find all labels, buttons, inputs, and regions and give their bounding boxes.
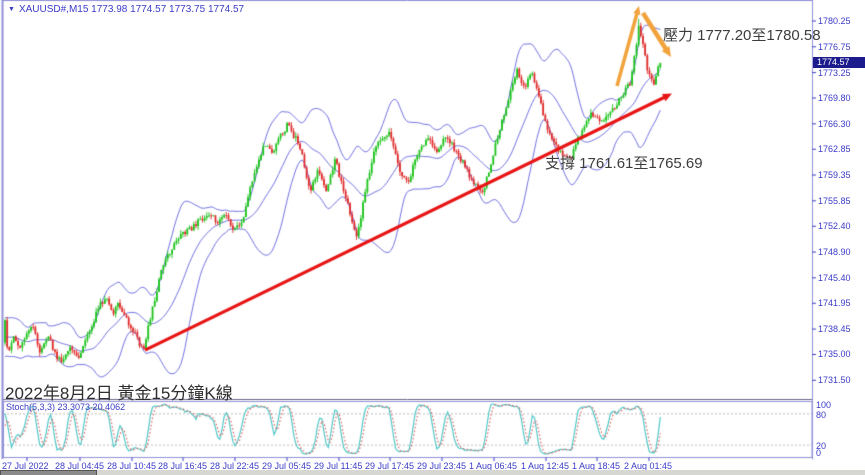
price-tick-label: 1769.80 xyxy=(818,93,851,104)
time-tick-label: 28 Jul 22:45 xyxy=(210,461,260,471)
price-tick-label: 1766.30 xyxy=(818,118,851,129)
stoch-scale-label: 100 xyxy=(816,399,832,410)
price-tick-label: 1748.90 xyxy=(818,247,851,258)
price-tick-label: 1762.85 xyxy=(818,144,851,155)
time-tick-label: 1 Aug 06:45 xyxy=(469,461,518,471)
time-tick-label: 29 Jul 23:45 xyxy=(417,461,467,471)
symbol-ohlc-text: XAUUSD#,M15 1773.98 1774.57 1773.75 1774… xyxy=(18,4,245,15)
price-tick-label: 1735.00 xyxy=(818,349,851,360)
support-annotation: 支撐 1761.61至1765.69 xyxy=(545,155,703,172)
time-tick-label: 28 Jul 04:45 xyxy=(55,461,105,471)
chart-title: 2022年8月2日 黃金15分鐘K線 xyxy=(5,384,233,403)
time-tick-label: 29 Jul 05:45 xyxy=(262,461,312,471)
current-price-tag: 1774.57 xyxy=(813,56,865,68)
time-tick-label: 28 Jul 16:45 xyxy=(158,461,208,471)
price-tick-label: 1776.75 xyxy=(818,41,851,52)
stochastic-readout: Stoch(5,3,3) 23.3073 20.4062 xyxy=(6,402,126,412)
time-tick-label: 27 Jul 2022 xyxy=(2,461,49,471)
chevron-down-icon[interactable]: ▼ xyxy=(8,6,15,13)
symbol-ohlc-readout: ▼ XAUUSD#,M15 1773.98 1774.57 1773.75 177… xyxy=(8,4,244,15)
price-tick-label: 1745.40 xyxy=(818,272,851,283)
time-tick-label: 28 Jul 10:45 xyxy=(107,461,157,471)
stoch-scale-label: 0 xyxy=(816,448,822,458)
time-tick-label: 1 Aug 12:45 xyxy=(521,461,570,471)
price-tick-label: 1752.40 xyxy=(818,221,851,232)
price-tick-label: 1780.25 xyxy=(818,16,851,26)
time-tick-label: 29 Jul 17:45 xyxy=(365,461,415,471)
time-tick-label: 1 Aug 18:45 xyxy=(572,461,621,471)
resistance-annotation: 壓力 1777.20至1780.58 xyxy=(663,27,821,44)
stoch-scale-label: 80 xyxy=(816,409,827,420)
stoch-scale-label: 20 xyxy=(816,441,827,452)
time-tick-label: 29 Jul 11:45 xyxy=(314,461,363,471)
price-tick-label: 1773.25 xyxy=(818,67,851,78)
time-tick-label: 2 Aug 01:45 xyxy=(624,461,673,471)
price-tick-label: 1755.85 xyxy=(818,195,851,206)
horizontal-scrollbar-track[interactable] xyxy=(0,470,865,475)
horizontal-scrollbar-thumb[interactable] xyxy=(0,470,97,475)
price-tick-label: 1759.35 xyxy=(818,170,851,181)
price-tick-label: 1741.95 xyxy=(818,298,851,309)
price-tick-label: 1738.45 xyxy=(818,324,851,335)
price-tick-label: 1731.50 xyxy=(818,375,851,386)
